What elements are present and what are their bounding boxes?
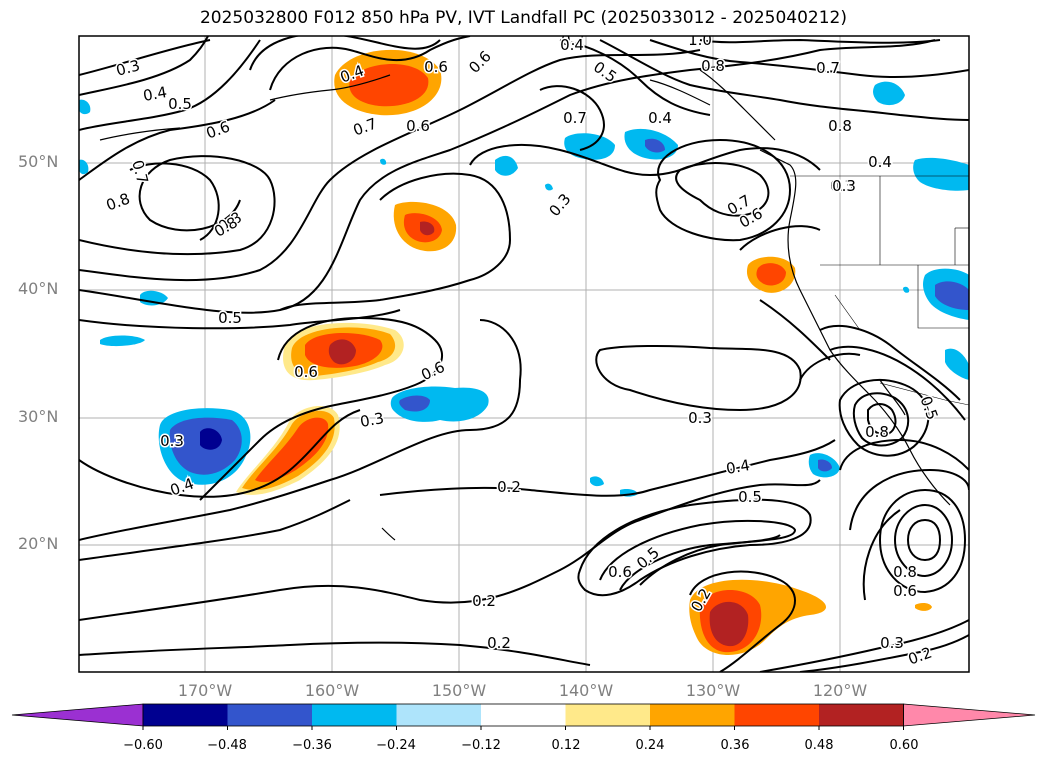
contour-label: 0.3 xyxy=(160,432,184,450)
colorbar-bin xyxy=(819,704,904,726)
contour-label: 0.3 xyxy=(545,190,574,220)
contour-label: 1.0 xyxy=(688,31,712,49)
contour-label: 0.8 xyxy=(701,57,725,75)
contour-label: 0.6 xyxy=(204,117,233,142)
contour-label: 0.4 xyxy=(868,153,892,171)
colorbar-tick: −0.24 xyxy=(376,738,416,753)
colorbar-bin xyxy=(481,704,566,726)
contour-label: 0.3 xyxy=(830,177,854,195)
contour-label: 0.6 xyxy=(294,363,318,381)
lat-label-40n: 40°N xyxy=(18,279,59,298)
pv-negative-shading xyxy=(79,81,969,497)
colorbar-tick: 0.12 xyxy=(551,738,581,753)
contour-label: 0.2 xyxy=(497,478,521,496)
lon-label-170w: 170°W xyxy=(177,681,233,700)
contour-label: 0.8 xyxy=(828,117,852,135)
pv-anomaly-central-east xyxy=(390,386,489,422)
contour-label: 0.7 xyxy=(561,31,585,49)
contour-label: 0.4 xyxy=(725,456,752,478)
lon-label-160w: 160°W xyxy=(304,681,360,700)
colorbar-bin xyxy=(565,704,650,726)
lat-label-50n: 50°N xyxy=(18,152,59,171)
colorbar-extend-low xyxy=(11,703,144,727)
colorbar-outline xyxy=(142,703,904,727)
colorbar-tick: 0.60 xyxy=(889,738,919,753)
colorbar-tick: 0.48 xyxy=(804,738,834,753)
contour-label: 0.3 xyxy=(114,56,142,80)
contour-labels: 0.30.4 0.50.60.80.70.80.41.00.6 0.80.70.50… xyxy=(102,31,943,670)
lon-label-140w: 140°W xyxy=(558,681,614,700)
contour-label: 0.6 xyxy=(406,117,430,135)
colorbar-bin xyxy=(227,704,312,726)
contour-label: 0.3 xyxy=(688,409,712,427)
pv-positive-shading xyxy=(236,49,932,655)
lat-label-20n: 20°N xyxy=(18,534,59,553)
contour-label: 0.2 xyxy=(472,592,496,610)
borders xyxy=(790,175,969,406)
colorbar-bin xyxy=(650,704,735,726)
contour-label: 0.3 xyxy=(880,634,904,652)
contour-label: 0.7 xyxy=(563,109,587,127)
contour-label: 0.3 xyxy=(359,409,386,431)
colorbar-tick: −0.36 xyxy=(292,738,332,753)
contour-label: 0.4 xyxy=(142,83,169,105)
contour-label: 0.8 xyxy=(865,423,889,441)
map-title: 2025032800 F012 850 hPa PV, IVT Landfall… xyxy=(199,8,847,28)
colorbar-tick: −0.12 xyxy=(461,738,501,753)
contour-label: 0.7 xyxy=(128,158,152,186)
lat-label-30n: 30°N xyxy=(18,407,59,426)
contour-label: 0.8 xyxy=(893,563,917,581)
colorbar-extend-high xyxy=(903,703,1036,727)
lon-label-130w: 130°W xyxy=(685,681,741,700)
contour-label: 0.4 xyxy=(648,109,672,127)
ivt-contours xyxy=(79,36,969,672)
colorbar-bin xyxy=(312,704,397,726)
contour-label: 0.7 xyxy=(351,114,380,139)
colorbar-bin xyxy=(143,704,228,726)
colorbar-bin xyxy=(396,704,481,726)
contour-label: 0.2 xyxy=(906,643,935,668)
map-frame xyxy=(78,35,970,673)
contour-label: 0.5 xyxy=(738,488,762,506)
contour-label: 0.6 xyxy=(893,582,917,600)
lon-label-120w: 120°W xyxy=(812,681,868,700)
colorbar xyxy=(11,703,1036,730)
contour-label: 0.8 xyxy=(104,189,133,214)
contour-label: 0.5 xyxy=(168,95,192,113)
contour-label: 0.6 xyxy=(424,58,448,76)
contour-label: 0.6 xyxy=(465,47,495,77)
lon-label-150w: 150°W xyxy=(431,681,487,700)
colorbar-tick: 0.36 xyxy=(720,738,750,753)
colorbar-bin xyxy=(734,704,819,726)
contour-label: 0.4 xyxy=(560,36,584,54)
contour-label: 0.6 xyxy=(608,563,632,581)
contour-label: 0.2 xyxy=(487,634,511,652)
contour-label: 0.3 xyxy=(832,177,856,195)
colorbar-tick: 0.24 xyxy=(635,738,665,753)
contour-label: 0.5 xyxy=(218,309,242,327)
contour-label: 0.7 xyxy=(816,59,840,77)
colorbar-tick: −0.60 xyxy=(123,738,163,753)
colorbar-tick: −0.48 xyxy=(207,738,247,753)
